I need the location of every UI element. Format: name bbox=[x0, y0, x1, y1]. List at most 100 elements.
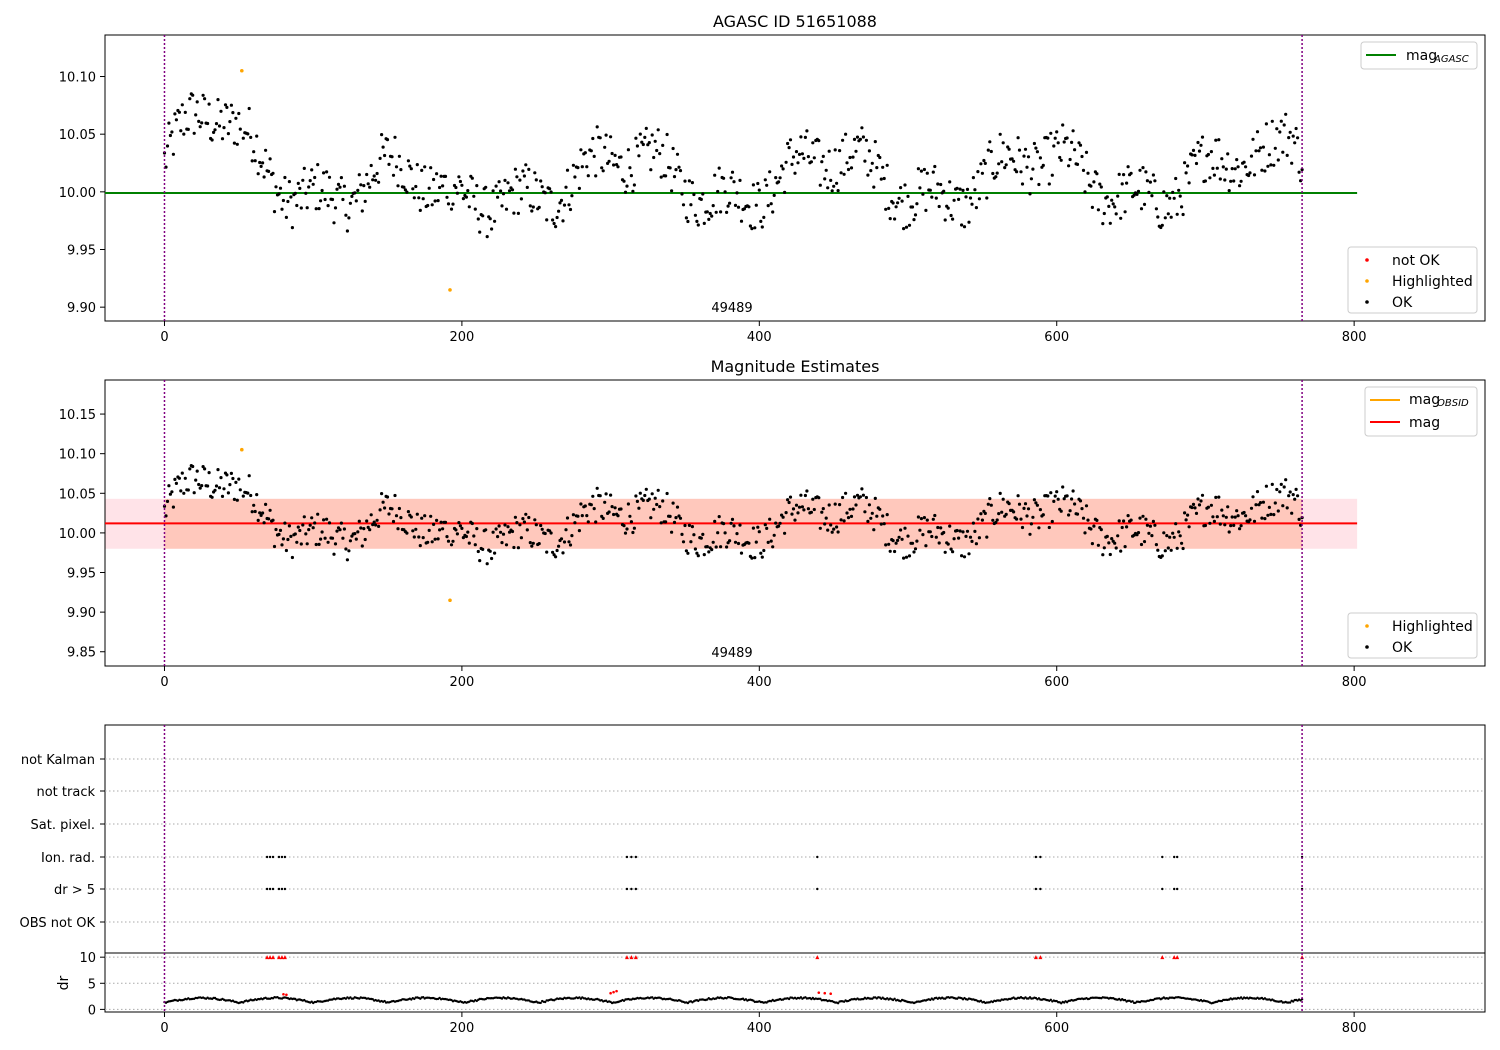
agasc-ok-point bbox=[730, 170, 735, 174]
estimates-ok-point bbox=[1285, 506, 1289, 510]
flag-ion-rad-point-2 bbox=[271, 855, 275, 859]
agasc-ok-point bbox=[503, 178, 507, 182]
estimates-ok-point bbox=[650, 492, 654, 496]
estimates-ok-point bbox=[946, 542, 950, 546]
agasc-ok-point bbox=[1257, 149, 1261, 153]
agasc-ok-point bbox=[531, 205, 535, 209]
agasc-ok-point bbox=[714, 210, 718, 214]
agasc-ok-point bbox=[844, 132, 848, 136]
estimates-ok-point bbox=[327, 521, 332, 525]
agasc-ok-point bbox=[1193, 153, 1197, 157]
estimates-ok-point bbox=[952, 537, 956, 541]
agasc-ok-point bbox=[247, 106, 251, 111]
agasc-ok-point bbox=[1249, 154, 1254, 158]
agasc-ok-point bbox=[570, 194, 574, 198]
agasc-ok-point bbox=[1282, 123, 1286, 127]
agasc-ok-point bbox=[1068, 157, 1072, 162]
estimates-ok-point bbox=[872, 528, 876, 532]
estimates-ok-point bbox=[1156, 548, 1160, 552]
agasc-ok-point bbox=[873, 140, 877, 144]
estimates-ok-point bbox=[1279, 482, 1283, 486]
estimates-ok-point bbox=[545, 550, 549, 554]
estimates-ok-point bbox=[1252, 519, 1257, 523]
agasc-ok-point bbox=[232, 141, 236, 145]
agasc-ok-point bbox=[414, 184, 418, 189]
estimates-ok-point bbox=[777, 524, 781, 528]
agasc-ok-point bbox=[1294, 126, 1298, 131]
estimates-ok-point bbox=[304, 532, 308, 536]
estimates-ok-point bbox=[1141, 514, 1145, 518]
dr-point bbox=[1292, 1000, 1295, 1003]
agasc-ok-point bbox=[229, 103, 233, 107]
agasc-ok-point bbox=[995, 171, 999, 175]
agasc-ok-point bbox=[1019, 170, 1023, 174]
agasc-ok-point bbox=[366, 182, 370, 186]
agasc-ok-point bbox=[812, 156, 816, 160]
estimates-ok-point bbox=[763, 523, 767, 527]
estimates-ok-point bbox=[1078, 499, 1083, 503]
estimates-ok-point bbox=[1029, 522, 1033, 526]
agasc-ok-point bbox=[957, 197, 961, 201]
estimates-ok-point bbox=[585, 514, 589, 518]
agasc-ok-point bbox=[768, 170, 772, 174]
estimates-ok-point bbox=[423, 514, 427, 518]
agasc-ok-point bbox=[595, 125, 599, 129]
estimates-ok-point bbox=[393, 493, 397, 498]
flag-dr-point-5 bbox=[283, 887, 287, 891]
estimates-ok-point bbox=[1001, 497, 1005, 501]
estimates-ok-point bbox=[301, 523, 305, 527]
agasc-ok-point bbox=[787, 146, 791, 150]
estimates-ok-point bbox=[1287, 494, 1291, 498]
estimates-ok-point bbox=[976, 517, 980, 521]
estimates-ok-point bbox=[1105, 534, 1109, 539]
agasc-ok-point bbox=[429, 166, 433, 170]
estimates-ok-point bbox=[888, 549, 892, 553]
estimates-ok-point bbox=[357, 519, 361, 523]
estimates-ok-point bbox=[1038, 508, 1042, 512]
agasc-ok-point bbox=[1211, 166, 1215, 170]
dr-red-point-0 bbox=[282, 992, 285, 996]
agasc-ok-point bbox=[383, 153, 387, 158]
agasc-ok-point bbox=[1287, 136, 1291, 140]
agasc-ok-point bbox=[436, 199, 440, 203]
agasc-ok-point bbox=[900, 199, 904, 203]
dr-ytick-label-1: 5 bbox=[88, 977, 96, 992]
estimates-ok-point bbox=[506, 525, 510, 529]
estimates-ok-point bbox=[735, 532, 739, 536]
agasc-ok-point bbox=[960, 223, 964, 227]
estimates-ok-point bbox=[1242, 510, 1246, 515]
agasc-ok-point bbox=[997, 162, 1001, 166]
dr-point bbox=[979, 999, 983, 1002]
agasc-ok-point bbox=[838, 149, 842, 153]
agasc-ok-point bbox=[357, 173, 361, 177]
estimates-ok-point bbox=[543, 531, 547, 536]
estimates-ok-point bbox=[1154, 543, 1158, 547]
estimates-ok-point bbox=[690, 525, 695, 529]
estimates-ok-point bbox=[310, 516, 314, 520]
flag-ion-rad-point-0 bbox=[265, 855, 269, 859]
agasc-ok-point bbox=[393, 135, 397, 139]
agasc-ok-point bbox=[327, 175, 332, 179]
estimates-ok-point bbox=[867, 503, 872, 507]
estimates-ok-point bbox=[565, 516, 570, 520]
agasc-ok-point bbox=[1221, 165, 1225, 169]
agasc-ok-point bbox=[796, 161, 800, 165]
estimates-ok-point bbox=[769, 539, 773, 543]
agasc-ok-point bbox=[1284, 112, 1288, 116]
agasc-ok-point bbox=[207, 102, 211, 106]
estimates-ok-point bbox=[1099, 528, 1103, 532]
agasc-ok-point bbox=[1023, 147, 1028, 151]
estimates-ok-point bbox=[873, 496, 877, 500]
estimates-ok-point bbox=[766, 540, 770, 545]
agasc-ok-point bbox=[1110, 198, 1114, 202]
estimates-ok-point bbox=[504, 543, 509, 547]
agasc-ok-point bbox=[301, 178, 305, 182]
estimates-ok-point bbox=[537, 542, 541, 546]
estimates-ok-point bbox=[247, 474, 251, 478]
dr-clipped-marker-2 bbox=[271, 955, 276, 960]
agasc-ok-point bbox=[435, 172, 439, 176]
agasc-ok-point bbox=[680, 192, 684, 196]
estimates-ok-point bbox=[861, 493, 866, 497]
estimates-ok-point bbox=[363, 537, 367, 542]
agasc-ytick-label-1: 9.95 bbox=[67, 244, 96, 259]
